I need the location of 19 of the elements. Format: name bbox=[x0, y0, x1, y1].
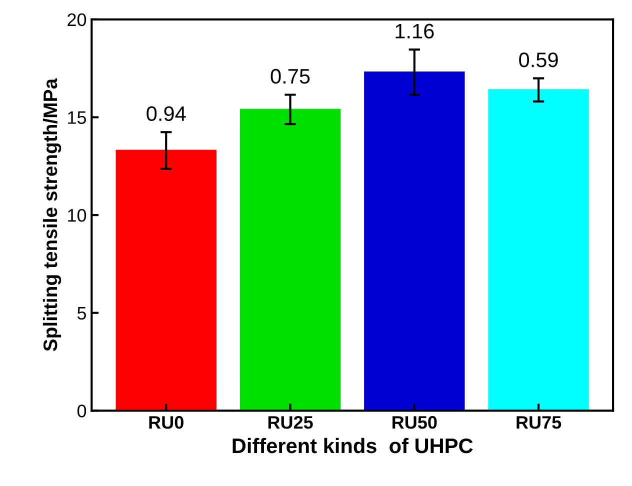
bar bbox=[488, 89, 589, 411]
x-tick-label: RU0 bbox=[149, 416, 184, 429]
x-axis-title: Different kinds of UHPC bbox=[232, 438, 473, 454]
annotation: 0.75 bbox=[270, 68, 310, 84]
annotation: 0.94 bbox=[146, 106, 186, 122]
annotation: 0.59 bbox=[519, 52, 558, 68]
x-tick-label: RU50 bbox=[392, 416, 437, 429]
annotation: 1.16 bbox=[396, 24, 434, 38]
bar bbox=[364, 72, 465, 411]
y-tick-label: 0 bbox=[77, 404, 86, 418]
bar bbox=[116, 150, 216, 411]
y-axis-title: Splitting tensile strength/MPa bbox=[42, 78, 62, 352]
x-tick-label: RU25 bbox=[268, 416, 313, 429]
y-tick-label: 10 bbox=[68, 208, 86, 222]
y-tick-label: 20 bbox=[68, 13, 86, 26]
x-tick-label: RU75 bbox=[516, 416, 562, 429]
y-tick-label: 5 bbox=[77, 306, 86, 320]
y-tick-label: 15 bbox=[68, 111, 86, 124]
bar bbox=[240, 108, 341, 411]
